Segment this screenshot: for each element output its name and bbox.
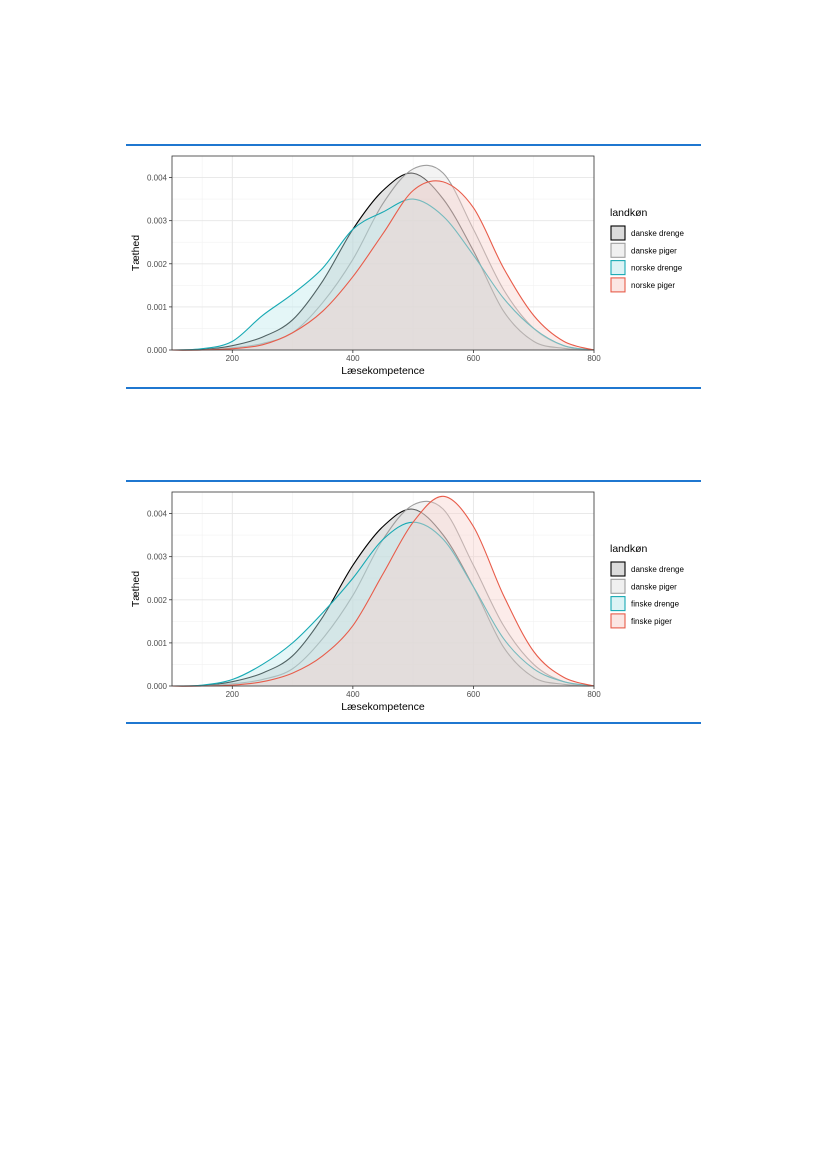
y-tick-label: 0.004	[147, 510, 168, 519]
legend-label-0: danske drenge	[631, 565, 684, 574]
legend-label-2: norske drenge	[631, 264, 683, 273]
density-area-2	[172, 522, 594, 686]
density-area-0	[172, 173, 594, 351]
legend-key-3	[610, 277, 626, 293]
density-area-3	[172, 496, 594, 687]
x-axis-title: Læsekompetence	[341, 365, 425, 377]
density-chart-1-svg: 200 400 600 800 0.000 0.001 0.002 0.003 0.004 Læs…	[130, 155, 684, 377]
panel-border	[171, 155, 595, 351]
legend-key-0	[610, 225, 626, 241]
y-axis-title: Tæthed	[130, 571, 142, 607]
figure-2-bottom-rule	[126, 722, 701, 724]
y-tick-label: 0.002	[147, 260, 168, 269]
y-tick-label: 0.001	[147, 303, 168, 312]
legend-title: landkøn	[610, 207, 648, 219]
y-tick-label: 0.001	[147, 639, 168, 648]
density-area-1	[172, 165, 594, 351]
density-area-3	[172, 180, 594, 351]
density-line-2	[171, 521, 595, 687]
legend-key-1	[610, 242, 626, 258]
density-line-3	[171, 495, 595, 687]
panel-border	[171, 491, 595, 687]
density-line-3	[171, 180, 595, 351]
legend-key-2	[610, 596, 626, 612]
x-axis-title: Læsekompetence	[341, 701, 425, 713]
density-area-0	[172, 509, 594, 687]
density-line-0	[171, 508, 595, 687]
legend-key-2	[610, 260, 626, 276]
density-line-1	[171, 164, 595, 351]
legend-label-1: danske piger	[631, 246, 677, 255]
legend-label-3: finske piger	[631, 617, 672, 626]
legend-label-2: finske drenge	[631, 600, 680, 609]
density-area-2	[172, 199, 594, 350]
x-tick-label: 400	[346, 354, 360, 363]
x-tick-label: 600	[467, 690, 481, 699]
y-tick-label: 0.000	[147, 346, 168, 355]
figure-1-bottom-rule	[126, 387, 701, 389]
density-line-2	[171, 198, 595, 351]
legend-label-1: danske piger	[631, 582, 677, 591]
figure-1-top-rule	[126, 144, 701, 146]
density-chart-1: 200 400 600 800 0.000 0.001 0.002 0.003 0.004 Læs…	[126, 150, 701, 382]
x-tick-label: 600	[467, 354, 481, 363]
legend-key-1	[610, 578, 626, 594]
legend-key-0	[610, 561, 626, 577]
x-tick-label: 200	[226, 354, 240, 363]
x-tick-label: 800	[587, 354, 601, 363]
y-tick-label: 0.000	[147, 682, 168, 691]
y-tick-label: 0.003	[147, 553, 168, 562]
legend-label-3: norske piger	[631, 281, 675, 290]
y-tick-label: 0.002	[147, 596, 168, 605]
x-tick-label: 800	[587, 690, 601, 699]
y-axis-title: Tæthed	[130, 235, 142, 271]
legend-title: landkøn	[610, 543, 648, 555]
legend-key-3	[610, 613, 626, 629]
y-tick-label: 0.003	[147, 217, 168, 226]
density-chart-2: 200 400 600 800 0.000 0.001 0.002 0.003 0.004 Læs…	[126, 486, 701, 718]
x-tick-label: 400	[346, 690, 360, 699]
density-line-0	[171, 172, 595, 351]
legend-label-0: danske drenge	[631, 229, 684, 238]
x-tick-label: 200	[226, 690, 240, 699]
figure-2-top-rule	[126, 480, 701, 482]
y-tick-label: 0.004	[147, 174, 168, 183]
density-chart-2-svg: 200 400 600 800 0.000 0.001 0.002 0.003 0.004 Læs…	[130, 491, 684, 713]
density-area-1	[172, 501, 594, 687]
